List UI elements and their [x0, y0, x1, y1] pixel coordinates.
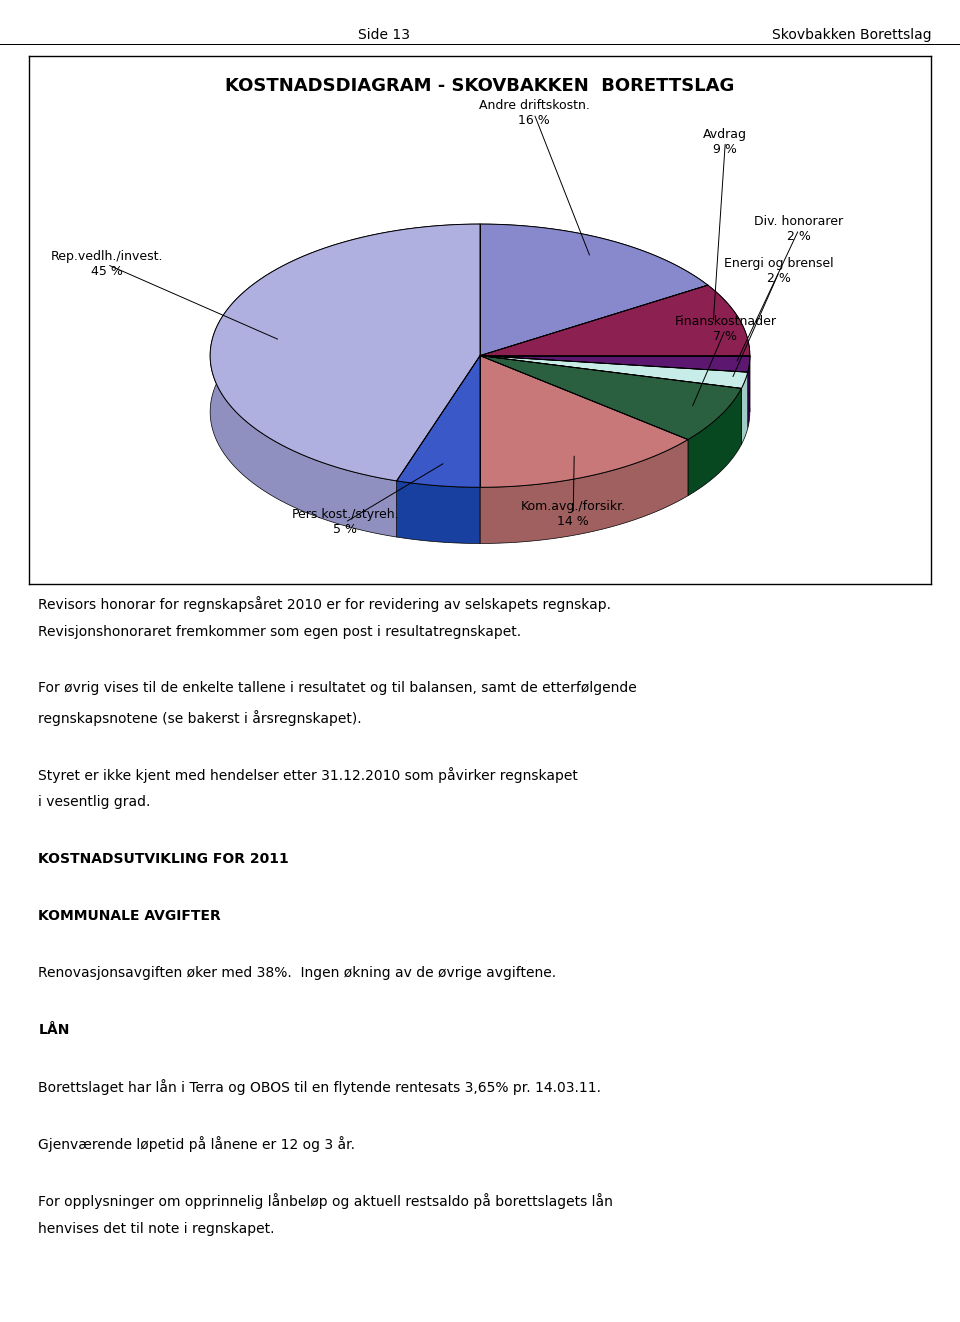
Polygon shape — [741, 373, 748, 444]
Text: KOSTNADSUTVIKLING FOR 2011: KOSTNADSUTVIKLING FOR 2011 — [38, 851, 289, 866]
Text: Styret er ikke kjent med hendelser etter 31.12.2010 som påvirker regnskapet: Styret er ikke kjent med hendelser etter… — [38, 767, 578, 783]
Text: Energi og brensel
2 %: Energi og brensel 2 % — [725, 258, 834, 286]
Polygon shape — [210, 223, 480, 481]
Text: regnskapsnotene (se bakerst i årsregnskapet).: regnskapsnotene (se bakerst i årsregnska… — [38, 710, 362, 726]
Text: i vesentlig grad.: i vesentlig grad. — [38, 795, 151, 809]
Text: henvises det til note i regnskapet.: henvises det til note i regnskapet. — [38, 1222, 275, 1236]
Text: Gjenværende løpetid på lånene er 12 og 3 år.: Gjenværende løpetid på lånene er 12 og 3… — [38, 1136, 355, 1153]
Text: For opplysninger om opprinnelig lånbeløp og aktuell restsaldo på borettslagets l: For opplysninger om opprinnelig lånbeløp… — [38, 1192, 613, 1210]
Polygon shape — [480, 356, 748, 389]
Polygon shape — [480, 223, 708, 341]
Text: Kom.avg./forsikr.
14 %: Kom.avg./forsikr. 14 % — [520, 500, 626, 527]
Polygon shape — [396, 356, 480, 488]
Text: Skovbakken Borettslag: Skovbakken Borettslag — [772, 28, 931, 42]
Polygon shape — [480, 286, 750, 356]
Polygon shape — [688, 389, 741, 496]
Text: For øvrig vises til de enkelte tallene i resultatet og til balansen, samt de ett: For øvrig vises til de enkelte tallene i… — [38, 682, 637, 695]
Polygon shape — [480, 356, 688, 488]
Text: Rep.vedlh./invest.
45 %: Rep.vedlh./invest. 45 % — [51, 250, 163, 279]
Text: Pers.kost./styreh.
5 %: Pers.kost./styreh. 5 % — [291, 509, 398, 537]
Text: Div. honorarer
2 %: Div. honorarer 2 % — [755, 215, 844, 243]
Polygon shape — [480, 223, 708, 356]
Polygon shape — [396, 481, 480, 543]
Polygon shape — [480, 356, 750, 373]
Polygon shape — [210, 223, 480, 537]
Text: Side 13: Side 13 — [358, 28, 410, 42]
Text: Revisjonshonoraret fremkommer som egen post i resultatregnskapet.: Revisjonshonoraret fremkommer som egen p… — [38, 624, 521, 639]
Text: Renovasjonsavgiften øker med 38%.  Ingen økning av de øvrige avgiftene.: Renovasjonsavgiften øker med 38%. Ingen … — [38, 965, 557, 980]
Text: Borettslaget har lån i Terra og OBOS til en flytende rentesats 3,65% pr. 14.03.1: Borettslaget har lån i Terra og OBOS til… — [38, 1079, 601, 1096]
Text: KOSTNADSDIAGRAM - SKOVBAKKEN  BORETTSLAG: KOSTNADSDIAGRAM - SKOVBAKKEN BORETTSLAG — [226, 77, 734, 95]
Polygon shape — [748, 356, 750, 428]
Text: KOMMUNALE AVGIFTER: KOMMUNALE AVGIFTER — [38, 910, 221, 923]
Text: Avdrag
9 %: Avdrag 9 % — [704, 127, 747, 156]
Polygon shape — [480, 440, 688, 543]
Text: LÅN: LÅN — [38, 1022, 70, 1036]
Text: Revisors honorar for regnskapsåret 2010 er for revidering av selskapets regnskap: Revisors honorar for regnskapsåret 2010 … — [38, 596, 612, 612]
Polygon shape — [708, 286, 750, 412]
Text: Andre driftskostn.
16 %: Andre driftskostn. 16 % — [478, 99, 589, 127]
Text: Finanskostnader
7 %: Finanskostnader 7 % — [674, 316, 777, 344]
Polygon shape — [480, 356, 741, 440]
